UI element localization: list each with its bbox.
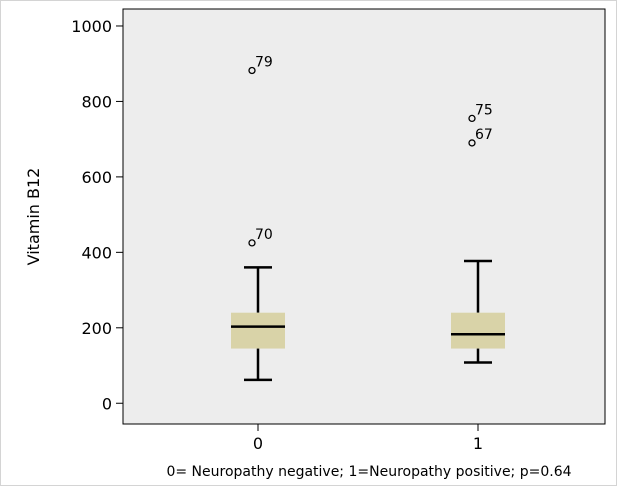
- y-tick-label: 1000: [71, 17, 112, 36]
- outlier-point: [248, 239, 256, 247]
- plot-area: [122, 8, 606, 425]
- boxes: 70 79 67 75: [231, 54, 505, 382]
- y-tick-label: 0: [102, 394, 112, 413]
- box-group-1: 67 75: [451, 102, 505, 364]
- y-tick-label: 600: [81, 168, 112, 187]
- y-axis-label: Vitamin B12: [24, 168, 43, 266]
- x-axis-label: 0= Neuropathy negative; 1=Neuropathy pos…: [166, 464, 571, 480]
- y-tick-label: 200: [81, 319, 112, 338]
- iqr-box: [231, 312, 285, 349]
- y-axis: 0 200 400 600 800 1000: [71, 17, 123, 413]
- box-group-0: 70 79: [231, 54, 285, 382]
- outlier-label: 79: [255, 54, 273, 70]
- y-tick-label: 800: [81, 92, 112, 111]
- x-tick-label: 0: [253, 434, 263, 453]
- iqr-box: [451, 312, 505, 349]
- outlier-label: 67: [475, 127, 493, 143]
- x-tick-label: 1: [473, 434, 483, 453]
- outlier-label: 70: [255, 227, 273, 243]
- outlier-point: [468, 139, 476, 147]
- y-tick-label: 400: [81, 243, 112, 262]
- outlier-label: 75: [475, 102, 493, 118]
- outlier-point: [468, 114, 476, 123]
- outlier-point: [248, 66, 256, 75]
